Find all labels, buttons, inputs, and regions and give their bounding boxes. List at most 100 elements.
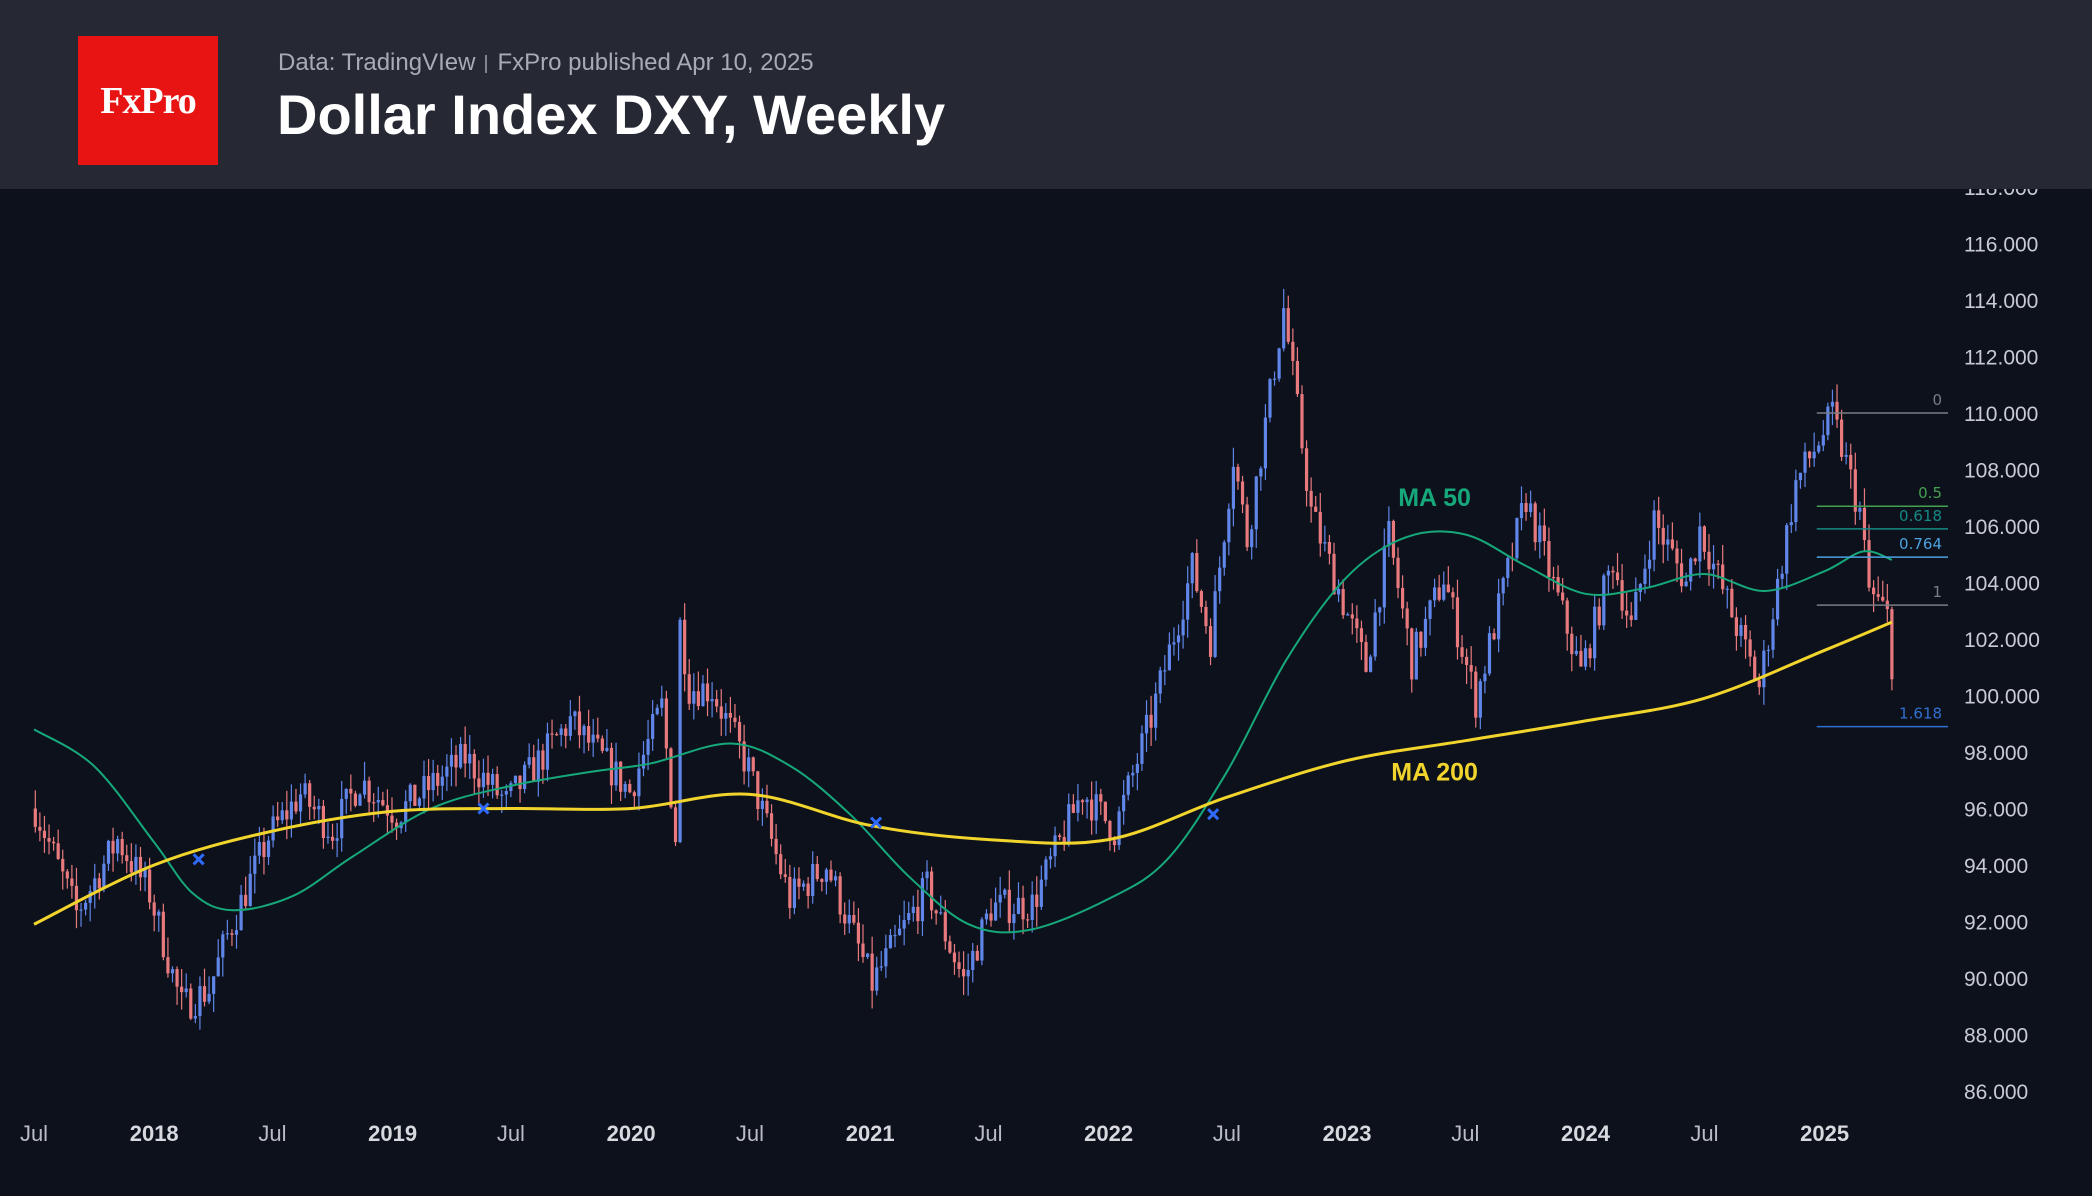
candle-body [1679,563,1684,587]
candle-body [811,863,815,896]
candle-body [481,772,486,788]
candle-body [879,966,883,968]
candle-body [463,743,467,764]
candle-body [449,754,454,767]
candle-body [221,934,225,958]
candle-body [1355,618,1359,629]
candle-body [1199,591,1203,607]
month-tick-label: Jul [20,1121,48,1146]
candle-body [1853,469,1857,512]
candle-body [1016,897,1021,915]
candle-body [614,761,618,786]
candle-body [1615,572,1620,581]
candle-body [1021,897,1025,920]
candle-body [303,783,307,795]
candle-body [1327,542,1332,554]
price-tick-label: 90.000 [1964,968,2028,991]
candle-body [1044,859,1048,880]
candle-body [962,969,966,977]
candle-body [486,772,490,785]
candle-body [1396,557,1400,588]
candle-body [1190,553,1194,584]
candle-body [824,869,829,882]
candle-body [417,798,422,806]
candle-body [861,943,865,957]
candle-body [436,772,440,786]
candle-body [138,856,143,878]
candle-body [815,863,819,880]
candle-body [1556,576,1560,593]
candle-body [216,957,220,977]
candle-body [1730,588,1734,618]
candle-body [1657,510,1661,528]
candle-body [1597,606,1601,626]
candle-body [934,910,938,914]
candle-body [1721,564,1725,590]
candle-body [1350,614,1354,619]
candle-body [1053,835,1057,857]
chart-title: Dollar Index DXY, Weekly [277,83,946,146]
candle-body [426,775,431,791]
candle-body [495,774,499,796]
candle-body [559,728,563,735]
candle-body [1455,597,1460,648]
candle-body [212,976,216,994]
candle-body [847,914,851,924]
candle-body [1716,563,1720,565]
candle-body [664,698,668,749]
candle-body [1172,642,1176,645]
price-tick-label: 106.000 [1964,516,2040,539]
candle-body [1881,596,1885,601]
candle-body [308,783,312,807]
candle-body [1734,617,1739,637]
month-tick-label: Jul [258,1121,286,1146]
moving-averages-layer [33,530,1893,934]
candle-body [669,748,673,808]
candle-body [134,856,138,873]
candle-body [1606,570,1610,576]
candle-body [1711,563,1716,570]
candle-body [1094,794,1098,821]
candle-body [760,800,764,810]
candle-body [120,839,124,856]
candle-body [1259,468,1263,477]
candle-body [1204,606,1208,627]
candle-body [1400,587,1405,609]
candle-body [349,788,353,794]
candle-body [116,839,120,854]
publish-info: FxPro published Apr 10, 2025 [497,49,814,76]
candle-body [422,775,426,799]
chart-meta: Data: TradingVIew FxPro published Apr 10,… [278,49,814,77]
candle-body [1410,628,1414,680]
year-tick-label: 2019 [368,1121,417,1146]
candle-body [1085,799,1089,803]
candle-body [1039,879,1043,907]
fib-level-label: 1 [1932,583,1942,601]
candle-body [326,836,330,839]
candle-body [1140,733,1144,764]
candle-body [1387,520,1391,547]
candle-body [820,879,824,882]
candle-body [1725,588,1729,590]
candle-body [285,810,289,820]
candle-body [271,816,275,841]
year-tick-label: 2018 [130,1121,179,1146]
candle-body [1154,693,1158,728]
price-tick-label: 96.000 [1964,799,2028,822]
candle-body [733,717,737,723]
candle-body [1012,914,1016,924]
price-tick-label: 108.000 [1964,460,2040,483]
candle-body [102,863,106,889]
candle-body [705,683,710,702]
candle-body [536,750,540,782]
candle-body [710,699,714,702]
candle-body [1469,665,1473,672]
candle-body [1414,631,1418,680]
candle-body [1821,435,1825,446]
candle-body [394,822,399,829]
price-tick-label: 100.000 [1964,686,2040,709]
candle-body [225,933,229,935]
candle-body [719,706,723,719]
candle-body [1785,525,1789,574]
candle-body [550,733,554,735]
